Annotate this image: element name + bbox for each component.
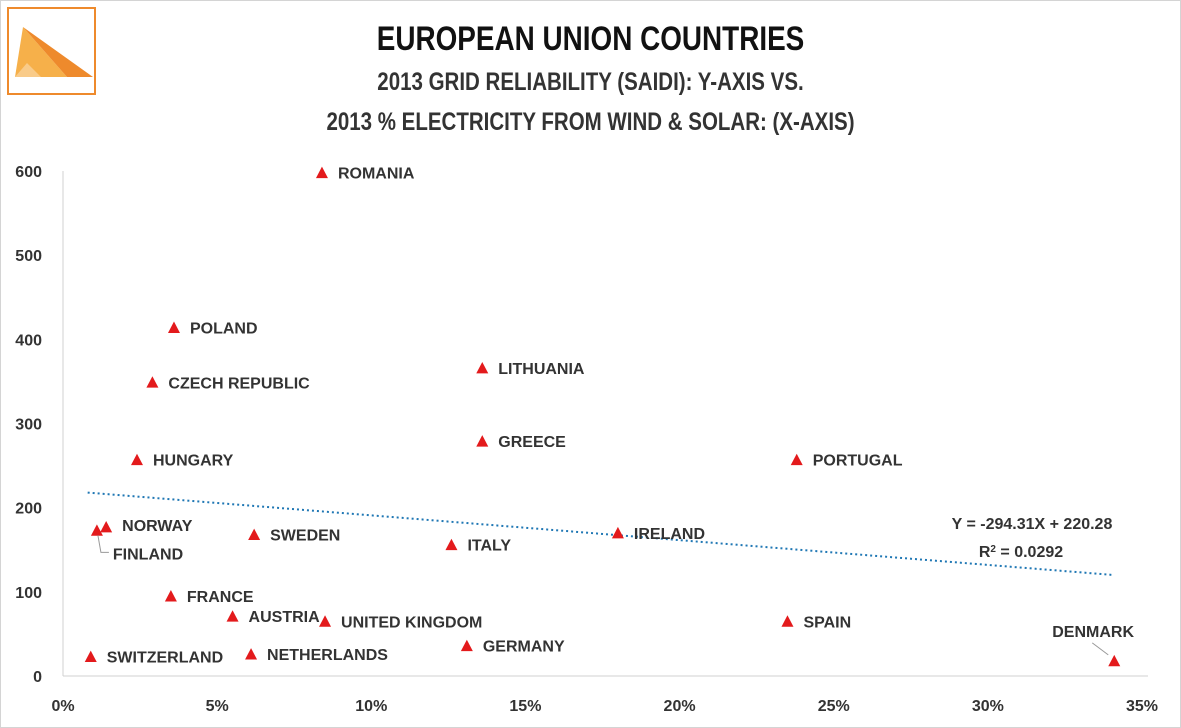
x-tick-label: 10% <box>355 698 387 715</box>
chart-subtitle-line2: 2013 % ELECTRICITY FROM WIND & SOLAR: (X… <box>326 108 855 136</box>
chart-subtitle-line1: 2013 GRID RELIABILITY (SAIDI): Y-AXIS VS… <box>377 68 804 96</box>
x-tick-label: 25% <box>818 698 850 715</box>
data-point-marker <box>790 453 803 466</box>
point-label: HUNGARY <box>153 453 234 470</box>
point-label: ROMANIA <box>338 166 415 183</box>
x-tick-label: 30% <box>972 698 1004 715</box>
y-tick-label: 500 <box>15 248 42 265</box>
data-point-marker <box>167 321 180 333</box>
data-point-marker <box>781 615 794 627</box>
point-label: SWITZERLAND <box>107 650 223 667</box>
denmark-leader-line <box>1091 642 1109 656</box>
trendline <box>87 491 1115 577</box>
r-squared-label: R2 = 0.0292 <box>979 544 1063 562</box>
x-tick-label: 15% <box>509 698 541 715</box>
point-label: SPAIN <box>803 614 851 631</box>
point-label: LITHUANIA <box>498 361 585 378</box>
data-point-marker <box>476 435 489 447</box>
trendline-group <box>87 491 1115 577</box>
trendline-equation: Y = -294.31X + 220.28 <box>952 516 1113 533</box>
x-tick-label: 0% <box>51 698 74 715</box>
data-point-marker <box>164 590 177 602</box>
data-point-marker <box>248 528 261 540</box>
point-label: AUSTRIA <box>249 609 321 626</box>
data-point-marker <box>226 610 239 622</box>
y-tick-label: 100 <box>15 585 42 602</box>
point-label: PORTUGAL <box>813 453 903 470</box>
data-point-marker <box>319 615 332 627</box>
y-tick-label: 300 <box>15 417 42 434</box>
finland-leader-line <box>97 535 109 553</box>
y-tick-labels: 0 100 200 300 400 500 600 <box>15 164 42 686</box>
data-point-marker <box>611 526 624 539</box>
point-label: GREECE <box>498 434 566 451</box>
point-labels: ROMANIA POLAND CZECH REPUBLIC LITHUANIA GREE… <box>97 166 1134 667</box>
data-point-marker <box>130 453 143 466</box>
point-label: UNITED KINGDOM <box>341 614 482 631</box>
data-point-marker <box>90 524 103 536</box>
data-point-marker <box>315 166 328 179</box>
data-point-marker <box>100 521 113 533</box>
point-label: FRANCE <box>187 589 254 606</box>
x-tick-label: 35% <box>1126 698 1158 715</box>
data-point-marker <box>146 376 159 388</box>
point-label: CZECH REPUBLIC <box>168 375 310 392</box>
y-tick-label: 200 <box>15 501 42 518</box>
x-tick-labels: 0% 5% 10% 15% 20% 25% 30% 35% <box>51 698 1158 715</box>
point-label: GERMANY <box>483 639 565 656</box>
point-label: DENMARK <box>1052 624 1134 641</box>
data-points <box>84 166 1121 667</box>
data-point-marker <box>460 639 473 652</box>
data-point-marker <box>445 538 458 551</box>
trendline-equation-group: Y = -294.31X + 220.28 R2 = 0.0292 <box>952 516 1113 561</box>
data-point-marker <box>84 650 97 663</box>
chart-title: EUROPEAN UNION COUNTRIES <box>376 20 805 58</box>
point-label: NETHERLANDS <box>267 647 388 664</box>
y-tick-label: 600 <box>15 164 42 181</box>
data-point-marker <box>476 361 489 374</box>
point-label: POLAND <box>190 321 258 338</box>
point-label: IRELAND <box>634 526 705 543</box>
x-tick-label: 20% <box>664 698 696 715</box>
data-point-marker <box>1108 654 1121 667</box>
y-tick-label: 400 <box>15 332 42 349</box>
point-label: ITALY <box>467 538 511 555</box>
data-point-marker <box>245 648 258 660</box>
logo-icon <box>7 7 96 95</box>
axes <box>62 171 1148 677</box>
y-tick-label: 0 <box>33 669 42 686</box>
point-label: SWEDEN <box>270 528 340 545</box>
point-label: NORWAY <box>122 518 193 535</box>
point-label: FINLAND <box>113 546 183 563</box>
x-tick-label: 5% <box>206 698 229 715</box>
